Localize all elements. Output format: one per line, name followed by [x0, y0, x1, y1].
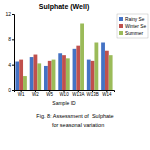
- y-tick-label: 4: [8, 62, 11, 68]
- y-tick-mark: [12, 90, 14, 91]
- title: Sulphate (Well): [39, 3, 89, 11]
- bar: [34, 55, 38, 90]
- legend-label: Winter Se: [125, 24, 146, 29]
- chart: 0 4 8 12 W1 W2 W5 W10W13AW13B W14 Sulphate (Well)…: [0, 0, 150, 150]
- legend-swatch: [119, 24, 123, 28]
- bar-series: [23, 24, 113, 91]
- x-tick-label: W13B: [86, 92, 98, 97]
- x-tick: W13B: [86, 90, 98, 97]
- x-tick: W10: [59, 90, 69, 97]
- y-axis-line: [12, 15, 15, 91]
- bar-series: [15, 43, 105, 91]
- x-tick-label: W14: [102, 92, 112, 97]
- bar: [87, 60, 91, 90]
- bar: [94, 43, 98, 91]
- x-tick: W14: [102, 90, 112, 97]
- y-tick-mark: [12, 39, 14, 40]
- bar: [37, 63, 41, 90]
- y-tick: 4: [8, 62, 14, 68]
- y-tick: 0: [8, 87, 14, 93]
- legend-frame: [117, 14, 148, 38]
- bar: [80, 24, 84, 91]
- legend-swatch: [119, 31, 123, 35]
- bar: [91, 61, 95, 90]
- bar: [15, 62, 19, 91]
- bar: [66, 58, 70, 90]
- legend-swatch: [119, 17, 123, 21]
- y-axis: 0 4 8 12: [5, 11, 14, 93]
- x-tick-label: W13A: [72, 92, 84, 97]
- bar: [76, 46, 80, 90]
- bar: [19, 60, 23, 90]
- legend-label: Rainy Se: [125, 17, 145, 22]
- bar: [73, 49, 77, 90]
- bar: [30, 57, 34, 90]
- bar: [23, 76, 27, 90]
- x-tick-label: W2: [32, 92, 39, 97]
- legend-item: Winter Se: [119, 24, 146, 29]
- bar: [44, 66, 48, 90]
- legend-item: Rainy Se: [119, 17, 145, 22]
- caption: for seasonal variation: [46, 122, 104, 128]
- y-tick-mark: [12, 65, 14, 66]
- y-tick-label: 12: [5, 11, 11, 17]
- bar: [101, 43, 105, 91]
- bar: [62, 55, 66, 90]
- caption: Fig. 8: Assessment of Sulphate: [36, 113, 113, 119]
- x-tick: W13A: [72, 90, 84, 97]
- legend-label: Summer: [125, 31, 144, 36]
- x-tick-label: W1: [18, 92, 25, 97]
- y-tick: 12: [5, 11, 14, 17]
- bar: [105, 51, 109, 90]
- x-tick: W5: [46, 90, 53, 97]
- legend-item: Summer: [119, 31, 144, 36]
- legend: Rainy Se Winter Se Summer: [117, 14, 148, 38]
- bar: [52, 60, 56, 90]
- bar: [58, 53, 62, 90]
- bar: [48, 61, 52, 90]
- y-tick-mark: [12, 14, 14, 15]
- y-tick-label: 0: [8, 87, 11, 93]
- x-tick-label: W5: [46, 92, 53, 97]
- x-tick: W1: [18, 90, 25, 97]
- bars: [15, 24, 112, 91]
- x-axis-title: Sample ID: [52, 100, 76, 106]
- y-tick-label: 8: [8, 36, 11, 42]
- x-tick-label: W10: [59, 92, 69, 97]
- bar: [109, 55, 113, 90]
- x-tick: W2: [32, 90, 39, 97]
- y-tick: 8: [8, 36, 14, 42]
- x-axis: W1 W2 W5 W10W13AW13B W14: [15, 90, 115, 97]
